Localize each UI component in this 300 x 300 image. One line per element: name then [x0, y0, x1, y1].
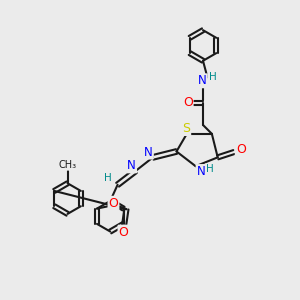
- Text: O: O: [118, 226, 128, 239]
- Text: N: N: [144, 146, 153, 159]
- Text: O: O: [236, 142, 246, 156]
- Text: N: N: [128, 159, 136, 172]
- Text: H: H: [208, 72, 216, 82]
- Text: O: O: [109, 197, 118, 210]
- Text: O: O: [183, 96, 193, 110]
- Text: CH₃: CH₃: [58, 160, 76, 170]
- Text: S: S: [182, 122, 190, 135]
- Text: H: H: [104, 173, 112, 183]
- Text: H: H: [206, 164, 214, 174]
- Text: N: N: [196, 165, 205, 178]
- Text: N: N: [198, 74, 207, 87]
